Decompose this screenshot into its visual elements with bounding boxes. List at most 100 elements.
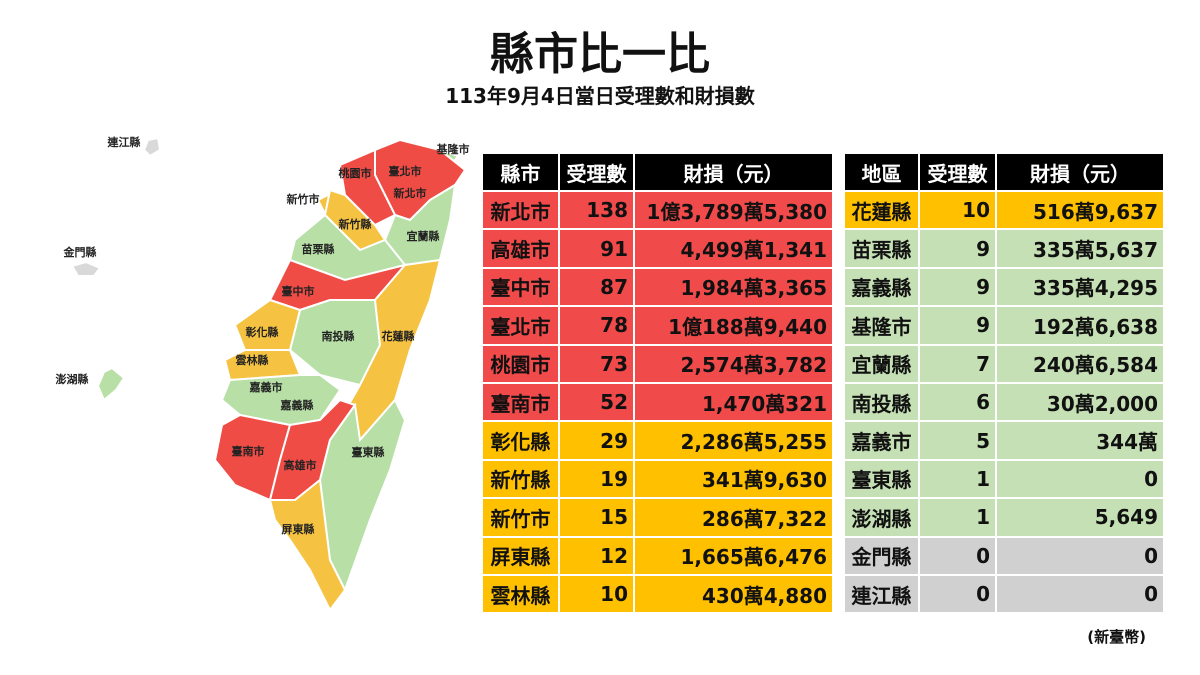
loss-cell: 5,649 (997, 499, 1163, 536)
region-cell: 花蓮縣 (845, 192, 918, 229)
count-cell: 6 (920, 384, 995, 421)
region-cell: 連江縣 (845, 576, 918, 613)
county-label: 臺北市 (389, 164, 422, 178)
count-cell: 29 (560, 422, 633, 459)
count-cell: 7 (920, 345, 995, 382)
region-cell: 屏東縣 (483, 537, 558, 574)
loss-cell: 4,499萬1,341 (635, 230, 832, 267)
loss-cell: 344萬 (997, 422, 1163, 459)
header-cell: 財損（元） (997, 154, 1163, 190)
header-cell: 縣市 (483, 154, 558, 190)
count-cell: 10 (560, 576, 633, 613)
loss-cell: 430萬4,880 (635, 576, 832, 613)
title: 縣市比一比 (490, 29, 710, 80)
county-label: 南投縣 (322, 329, 355, 343)
count-cell: 5 (920, 422, 995, 459)
county-label: 嘉義縣 (280, 398, 314, 412)
header-cell: 受理數 (560, 154, 633, 190)
county-label: 桃園市 (339, 166, 372, 180)
region-cell: 臺南市 (483, 384, 558, 421)
county-label: 花蓮縣 (382, 329, 415, 343)
loss-cell: 1億3,789萬5,380 (635, 192, 832, 229)
loss-cell: 1億188萬9,440 (635, 307, 832, 344)
region-cell: 臺北市 (483, 307, 558, 344)
region-cell: 嘉義市 (845, 422, 918, 459)
loss-cell: 516萬9,637 (997, 192, 1163, 229)
count-cell: 1 (920, 499, 995, 536)
county-label: 新竹市 (287, 192, 320, 206)
count-cell: 87 (560, 268, 633, 306)
count-cell: 78 (560, 307, 633, 344)
region-cell: 高雄市 (483, 230, 558, 267)
header-cell: 財損（元） (635, 154, 832, 190)
count-cell: 0 (920, 576, 995, 613)
region-cell: 澎湖縣 (845, 499, 918, 536)
county-label: 臺南市 (232, 444, 265, 458)
loss-cell: 335萬4,295 (997, 268, 1163, 306)
county-label: 金門縣 (63, 245, 97, 259)
county-label: 彰化縣 (246, 325, 279, 339)
region-cell: 臺中市 (483, 268, 558, 306)
county-label: 新竹縣 (339, 217, 372, 231)
region-cell: 嘉義縣 (845, 268, 918, 306)
count-cell: 9 (920, 230, 995, 267)
region-cell: 苗栗縣 (845, 230, 918, 267)
count-cell: 12 (560, 537, 633, 574)
count-cell: 9 (920, 268, 995, 306)
county-label: 屏東縣 (282, 522, 315, 536)
header-cell: 地區 (845, 154, 918, 190)
loss-cell: 30萬2,000 (997, 384, 1163, 421)
loss-cell: 1,984萬3,365 (635, 268, 832, 306)
county-label: 臺中市 (282, 284, 315, 298)
county-label: 嘉義市 (249, 380, 283, 394)
county-label: 澎湖縣 (56, 372, 89, 386)
count-cell: 15 (560, 499, 633, 536)
loss-cell: 2,574萬3,782 (635, 345, 832, 382)
loss-cell: 1,665萬6,476 (635, 537, 832, 574)
count-cell: 10 (920, 192, 995, 229)
region-cell: 桃園市 (483, 345, 558, 382)
loss-cell: 286萬7,322 (635, 499, 832, 536)
region-cell: 彰化縣 (483, 422, 558, 459)
subtitle: 113年9月4日當日受理數和財損數 (445, 84, 755, 108)
county-shape (268, 478, 347, 612)
count-cell: 0 (920, 537, 995, 574)
county-shape (142, 136, 162, 158)
county-label: 連江縣 (107, 135, 141, 149)
county-label: 苗栗縣 (302, 242, 335, 256)
region-cell: 新北市 (483, 192, 558, 229)
loss-cell: 335萬5,637 (997, 230, 1163, 267)
loss-cell: 0 (997, 460, 1163, 498)
count-cell: 19 (560, 460, 633, 498)
region-cell: 新竹市 (483, 499, 558, 536)
loss-cell: 2,286萬5,255 (635, 422, 832, 459)
count-cell: 91 (560, 230, 633, 267)
count-cell: 138 (560, 192, 633, 229)
region-cell: 臺東縣 (845, 460, 918, 498)
count-cell: 73 (560, 345, 633, 382)
region-cell: 雲林縣 (483, 576, 558, 613)
loss-cell: 0 (997, 537, 1163, 574)
count-cell: 9 (920, 307, 995, 344)
county-label: 新北市 (394, 186, 427, 200)
county-shape (70, 260, 102, 277)
loss-cell: 1,470萬321 (635, 384, 832, 421)
county-label: 臺東縣 (352, 445, 385, 459)
currency-note: (新臺幣) (1087, 628, 1146, 646)
county-shape (233, 298, 302, 351)
region-cell: 宜蘭縣 (845, 345, 918, 382)
loss-cell: 240萬6,584 (997, 345, 1163, 382)
loss-cell: 341萬9,630 (635, 460, 832, 498)
loss-cell: 192萬6,638 (997, 307, 1163, 344)
header-cell: 受理數 (920, 154, 995, 190)
region-cell: 南投縣 (845, 384, 918, 421)
county-label: 基隆市 (436, 142, 470, 156)
region-cell: 金門縣 (845, 537, 918, 574)
county-shape (96, 366, 126, 402)
county-label: 宜蘭縣 (407, 229, 440, 243)
region-cell: 新竹縣 (483, 460, 558, 498)
loss-cell: 0 (997, 576, 1163, 613)
